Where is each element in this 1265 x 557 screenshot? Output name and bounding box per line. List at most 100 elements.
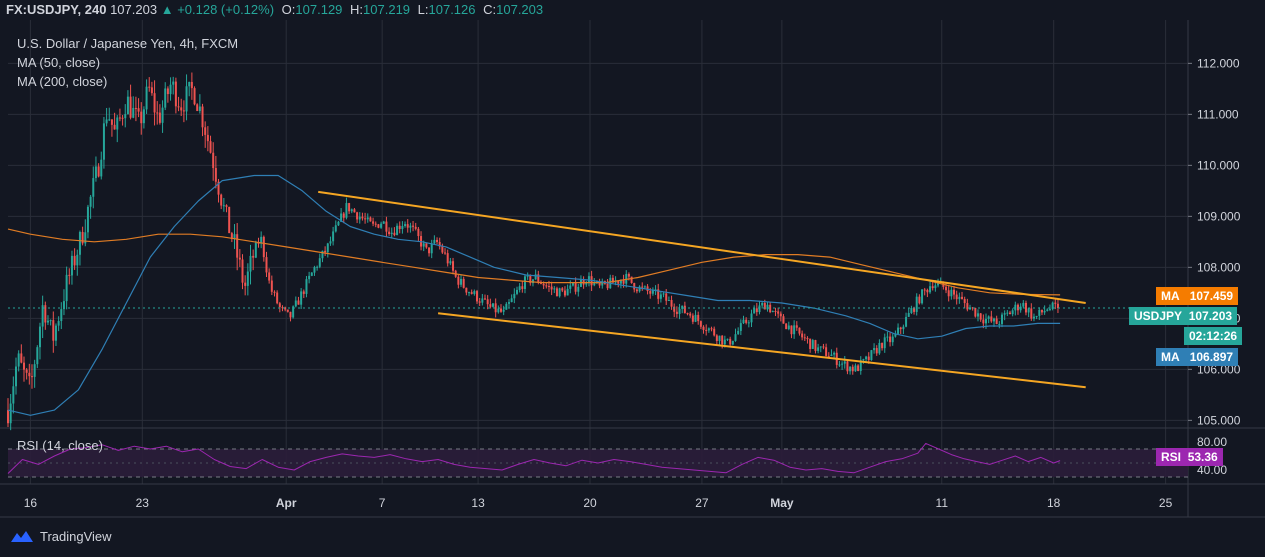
candle-body — [1008, 312, 1011, 315]
candle-body — [974, 307, 977, 317]
ma200-badge-value: 107.459 — [1189, 289, 1234, 303]
candle-body — [193, 88, 196, 105]
rsi-badge-label: RSI — [1161, 450, 1182, 464]
candle-body — [302, 291, 305, 294]
candle-body — [364, 218, 367, 220]
candle-body — [353, 209, 356, 213]
high-value: 107.219 — [363, 2, 411, 17]
candle-body — [158, 112, 161, 123]
candle-body — [779, 313, 782, 317]
candle-body — [641, 286, 644, 288]
candle-body — [292, 306, 295, 318]
candle-body — [78, 231, 81, 255]
time-tick-label: 13 — [471, 496, 485, 510]
candle-body — [931, 286, 934, 289]
candle-body — [1006, 312, 1009, 314]
candle-body — [177, 106, 180, 108]
candle-body — [228, 206, 231, 234]
candle-body — [833, 352, 836, 355]
candle-body — [60, 309, 63, 322]
candle-body — [715, 335, 718, 341]
candle-body — [782, 316, 785, 324]
candle-body — [305, 279, 308, 294]
open-label: O: — [281, 2, 296, 17]
ma50-legend[interactable]: MA (50, close) — [17, 55, 101, 70]
candle-body — [422, 243, 425, 247]
rsi-legend[interactable]: RSI (14, close) — [17, 438, 103, 453]
price-tick-label: 105.000 — [1197, 413, 1241, 427]
candle-body — [771, 310, 774, 313]
candle-body — [460, 278, 463, 285]
candle-body — [891, 336, 894, 343]
candle-body — [875, 348, 878, 354]
candle-body — [1019, 306, 1022, 311]
symbol-label[interactable]: FX:USDJPY, 240 — [6, 2, 107, 17]
candle-body — [14, 366, 17, 387]
candle-body — [857, 365, 860, 371]
candle-body — [217, 181, 220, 195]
candle-body — [846, 361, 849, 372]
candle-body — [433, 239, 436, 244]
candle-body — [212, 152, 215, 169]
candle-body — [753, 308, 756, 314]
candle-body — [667, 300, 670, 302]
time-tick-label: 20 — [583, 496, 597, 510]
candle-body — [284, 307, 287, 310]
candle-body — [638, 286, 641, 292]
candle-body — [318, 258, 321, 267]
candle-body — [300, 291, 303, 305]
ma50-badge-value: 106.897 — [1189, 350, 1234, 364]
candle-body — [398, 225, 401, 230]
candle-body — [185, 86, 188, 112]
candle-body — [169, 84, 172, 95]
candle-body — [134, 107, 137, 109]
candle-body — [707, 328, 710, 331]
candle-body — [963, 299, 966, 304]
ma200-line — [7, 228, 1061, 296]
candle-body — [462, 278, 465, 288]
candle-body — [254, 242, 257, 258]
candle-body — [356, 212, 359, 220]
ma200-legend[interactable]: MA (200, close) — [17, 74, 108, 89]
candle-body — [859, 360, 862, 371]
candle-body — [241, 259, 244, 283]
candle-body — [214, 168, 217, 182]
candle-body — [468, 292, 471, 294]
candle-body — [324, 250, 327, 253]
candle-body — [129, 96, 132, 118]
candle-body — [225, 205, 228, 207]
candle-body — [73, 255, 76, 266]
candle-body — [611, 277, 614, 283]
chart-title[interactable]: U.S. Dollar / Japanese Yen, 4h, FXCM — [17, 36, 239, 51]
footer-brand[interactable]: TradingView — [10, 529, 112, 544]
candle-body — [441, 246, 444, 253]
candle-body — [137, 108, 140, 112]
candle-body — [830, 354, 833, 357]
candle-body — [52, 320, 55, 341]
candle-body — [654, 289, 657, 291]
candle-body — [849, 366, 852, 372]
candle-body — [617, 280, 620, 284]
candle-body — [161, 107, 164, 123]
candle-body — [819, 346, 822, 348]
candle-body — [803, 337, 806, 339]
candle-body — [798, 327, 801, 334]
candle-body — [558, 288, 561, 297]
candle-body — [862, 359, 865, 361]
candle-body — [614, 280, 617, 283]
candle-body — [12, 386, 15, 404]
candle-body — [470, 292, 473, 294]
candle-body — [510, 298, 513, 303]
candle-body — [404, 224, 407, 227]
candle-body — [921, 289, 924, 304]
candle-body — [377, 224, 380, 228]
candle-body — [979, 313, 982, 320]
candle-body — [574, 282, 577, 292]
candle-body — [310, 272, 313, 276]
candle-body — [374, 223, 377, 225]
candle-body — [97, 166, 100, 177]
candle-body — [409, 225, 412, 228]
candle-body — [369, 217, 372, 222]
candle-body — [955, 294, 958, 300]
